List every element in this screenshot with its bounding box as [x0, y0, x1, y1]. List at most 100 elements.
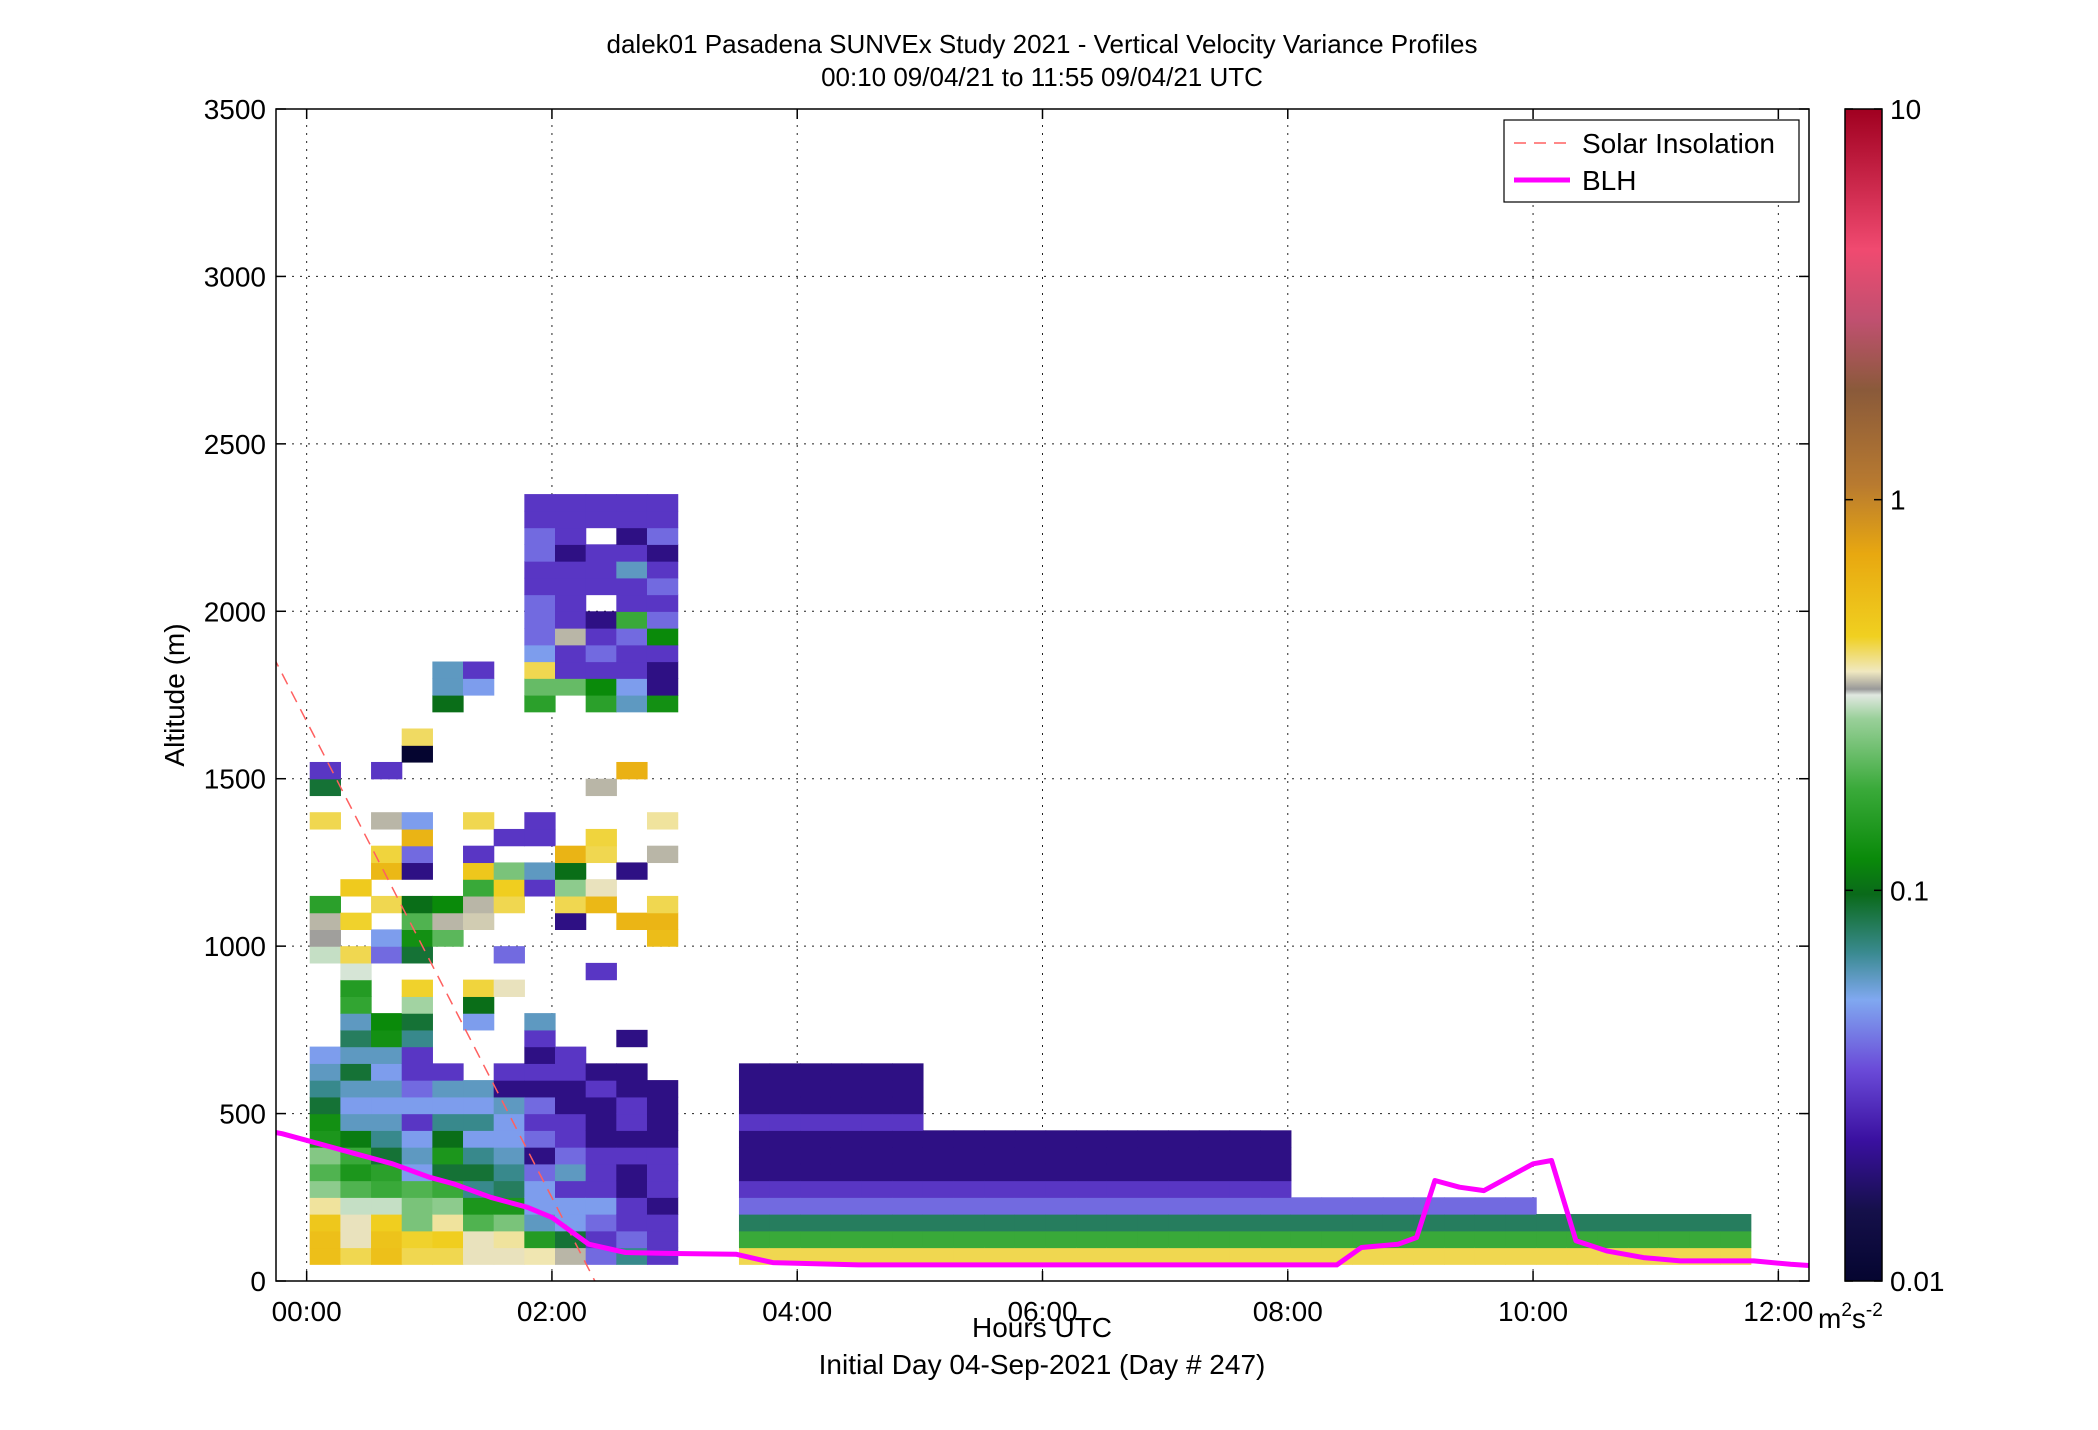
heatmap-cell [1229, 1214, 1261, 1232]
heatmap-cell [769, 1230, 801, 1249]
heatmap-cell [646, 1147, 679, 1165]
heatmap-cell [401, 1013, 433, 1031]
heatmap-cell [953, 1163, 985, 1182]
heatmap-cell [922, 1230, 955, 1249]
heatmap-cell [646, 812, 679, 830]
heatmap-cell [585, 494, 617, 512]
heatmap-cell [861, 1096, 893, 1115]
heatmap-cell [463, 678, 495, 696]
heatmap-cell [616, 611, 648, 629]
heatmap-cell [984, 1180, 1016, 1198]
heatmap-cell [616, 594, 648, 612]
heatmap-cell [861, 1113, 893, 1131]
heatmap-cell [1352, 1197, 1384, 1215]
heatmap-cell [616, 561, 648, 579]
heatmap-cell [340, 1130, 372, 1148]
heatmap-cell [555, 1163, 587, 1182]
heatmap-cell [646, 594, 679, 612]
heatmap-cell [1014, 1214, 1047, 1232]
heatmap-cell [1536, 1214, 1568, 1232]
heatmap-cell [1106, 1180, 1139, 1198]
heatmap-cell [953, 1130, 985, 1148]
heatmap-cell [585, 678, 617, 696]
heatmap-cell [1505, 1197, 1537, 1215]
heatmap-cell [1566, 1214, 1599, 1232]
x-tick-label: 12:00 [1743, 1296, 1813, 1327]
heatmap-cell [769, 1063, 801, 1081]
heatmap-cell [463, 1080, 495, 1098]
heatmap-cell [524, 862, 556, 880]
heatmap-cell [953, 1197, 985, 1215]
heatmap-cell [800, 1063, 832, 1081]
heatmap-cell [585, 879, 617, 897]
heatmap-cell [463, 1113, 495, 1131]
heatmap-cell [524, 544, 556, 562]
heatmap-cell [371, 1080, 403, 1098]
heatmap-cell [1076, 1247, 1108, 1265]
heatmap-cell [371, 862, 403, 880]
heatmap-cell [432, 1096, 464, 1115]
heatmap-cell [585, 644, 617, 663]
heatmap-cell [493, 979, 525, 997]
heatmap-cell [984, 1163, 1016, 1182]
heatmap-cell [1168, 1130, 1200, 1148]
heatmap-cell [1045, 1147, 1077, 1165]
heatmap-cell [1106, 1147, 1139, 1165]
heatmap-cell [1474, 1230, 1507, 1249]
heatmap-cell [524, 1096, 556, 1115]
y-tick-label: 2000 [204, 596, 266, 627]
heatmap-cell [953, 1214, 985, 1232]
heatmap-cell [340, 1214, 372, 1232]
heatmap-cell [585, 544, 617, 562]
heatmap-cell [585, 778, 617, 797]
heatmap-cell [769, 1130, 801, 1148]
heatmap-cell [616, 1230, 648, 1249]
heatmap-cell [463, 1247, 495, 1265]
heatmap-cell [555, 862, 587, 880]
heatmap-cell [1014, 1197, 1047, 1215]
heatmap-cell [371, 1163, 403, 1182]
heatmap-cell [861, 1063, 893, 1081]
heatmap-cell [371, 761, 403, 780]
heatmap-cell [892, 1230, 924, 1249]
heatmap-cell [493, 1180, 525, 1198]
heatmap-cell [309, 912, 341, 930]
heatmap-cell [493, 862, 525, 880]
heatmap-cell [585, 962, 617, 981]
heatmap-cell [646, 695, 679, 713]
heatmap-cell [585, 1096, 617, 1115]
heatmap-cell [769, 1163, 801, 1182]
heatmap-cell [646, 1180, 679, 1198]
heatmap-cell [309, 1080, 341, 1098]
heatmap-cell [524, 1147, 556, 1165]
heatmap-cell [585, 1180, 617, 1198]
heatmap-cell [1474, 1197, 1507, 1215]
heatmap-cell [1137, 1130, 1169, 1148]
heatmap-cell [371, 929, 403, 947]
legend-label-blh: BLH [1582, 165, 1636, 196]
heatmap-cell [524, 644, 556, 663]
heatmap-cell [555, 1247, 587, 1265]
heatmap-cell [1444, 1214, 1476, 1232]
heatmap-cell [463, 1230, 495, 1249]
heatmap-cell [401, 862, 433, 880]
overlay-lines [276, 660, 1809, 1281]
heatmap-cell [616, 1130, 648, 1148]
heatmap-cell [1597, 1214, 1629, 1232]
heatmap-cell [524, 1063, 556, 1081]
heatmap-cell [585, 611, 617, 629]
heatmap-cell [371, 1180, 403, 1198]
heatmap-cell [1382, 1214, 1415, 1232]
heatmap-cell [1168, 1147, 1200, 1165]
heatmap-cell [524, 594, 556, 612]
heatmap-cell [371, 812, 403, 830]
heatmap-cell [555, 628, 587, 646]
heatmap-cell [616, 862, 648, 880]
heatmap-cell [401, 728, 433, 746]
heatmap-cell [432, 1247, 464, 1265]
y-axis-label: Altitude (m) [159, 623, 190, 766]
heatmap-cell [616, 1147, 648, 1165]
heatmap-cell [800, 1214, 832, 1232]
heatmap-cell [1352, 1247, 1384, 1265]
heatmap-cell [1229, 1130, 1261, 1148]
